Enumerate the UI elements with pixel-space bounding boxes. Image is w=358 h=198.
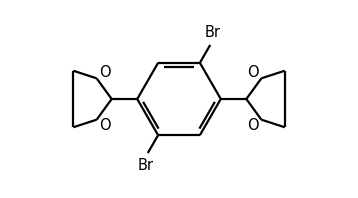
Text: O: O <box>248 118 259 133</box>
Text: Br: Br <box>138 158 154 173</box>
Text: O: O <box>99 65 110 80</box>
Text: O: O <box>99 118 110 133</box>
Text: Br: Br <box>204 25 220 40</box>
Text: O: O <box>248 65 259 80</box>
